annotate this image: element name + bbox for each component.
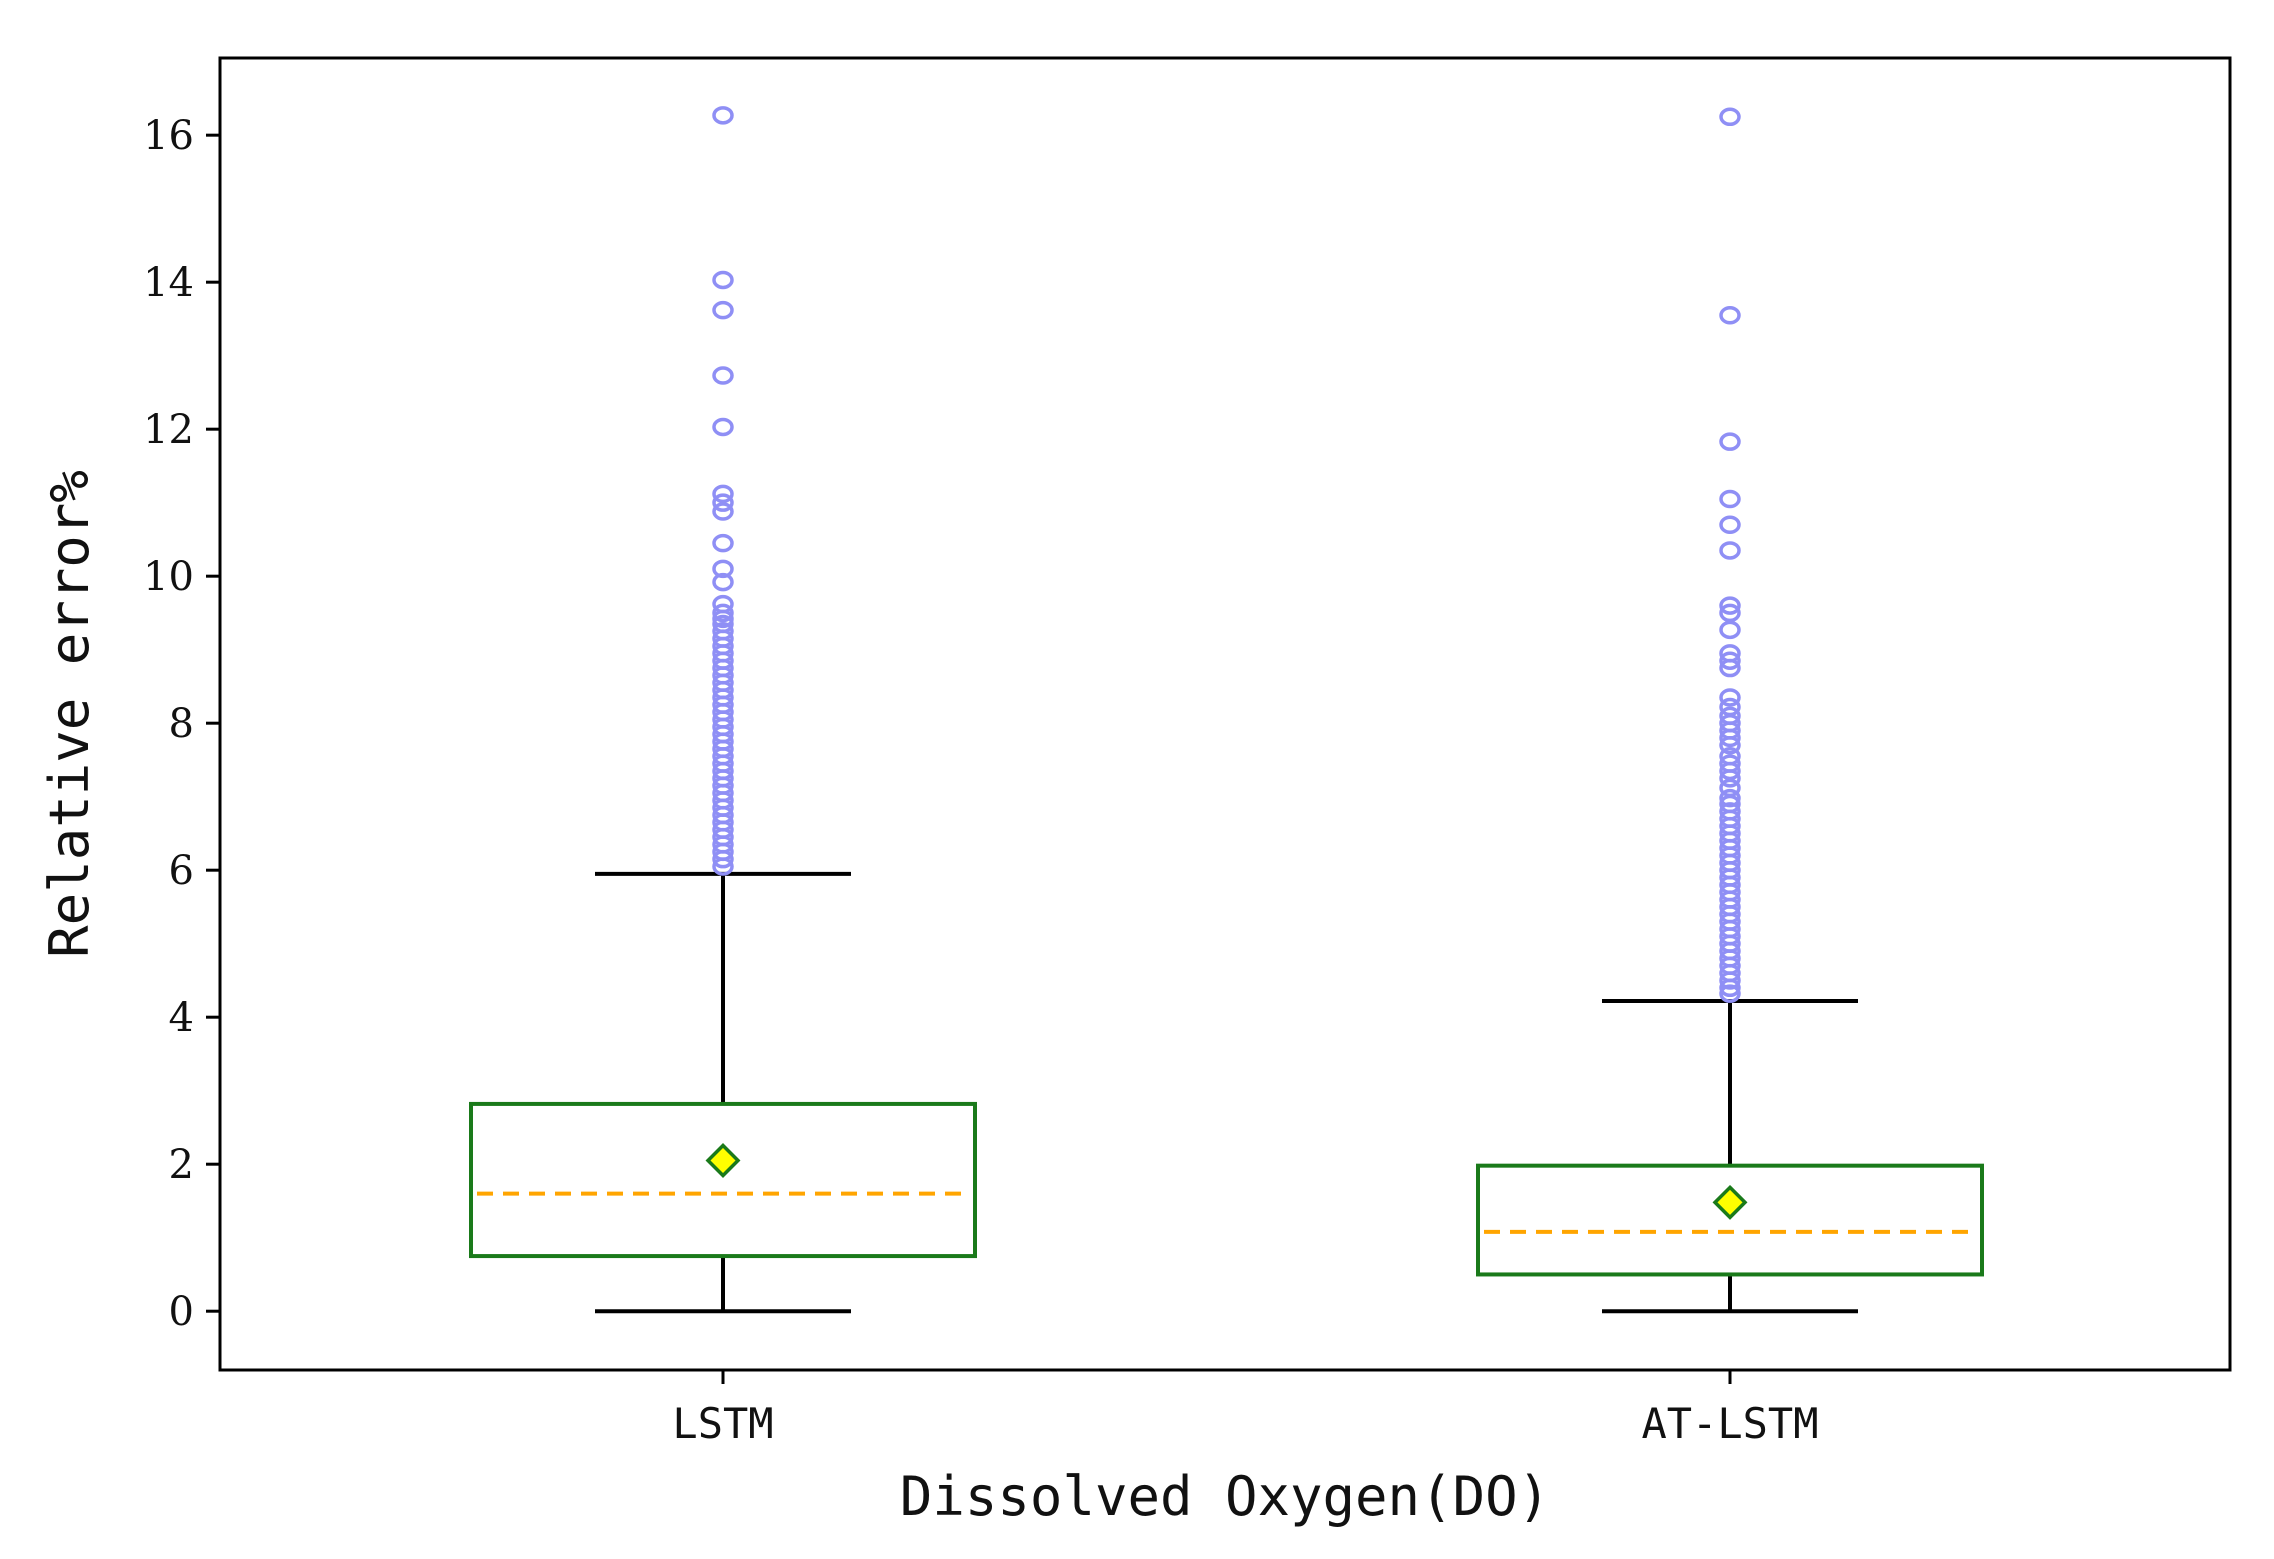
outlier-point [1719,306,1741,325]
y-axis-title: Relative error% [38,470,101,958]
x-tick-label: LSTM [672,1399,773,1448]
outlier-point [1719,971,1741,990]
outlier-point [1719,978,1741,998]
outlier-point [712,572,734,592]
outlier-point [1719,761,1741,781]
outlier-point [712,300,734,320]
outlier-point [712,857,734,876]
outlier-point [712,559,734,579]
box-iqr [469,1101,977,1259]
y-tick-label: 4 [169,995,194,1041]
y-tick-label: 2 [169,1142,194,1188]
y-tick-label: 14 [143,260,194,306]
y-tick-label: 16 [143,113,194,159]
outlier-point [712,270,734,290]
outlier-point [1719,769,1741,788]
y-tick-label: 12 [143,407,194,453]
outlier-point [1719,788,1741,808]
y-tick-label: 8 [169,701,194,747]
outlier-point [1719,432,1741,451]
mean-marker [705,1143,741,1178]
outlier-point [712,533,734,553]
outlier-point [1719,728,1741,748]
outlier-point [712,417,734,437]
outlier-point [1719,107,1741,127]
outlier-point [1719,651,1741,670]
y-tick-label: 0 [169,1289,194,1335]
outlier-point [712,609,734,629]
mean-marker [1712,1184,1748,1220]
outlier-point [1719,541,1741,560]
outlier-point [1719,735,1741,755]
outlier-point [712,849,734,869]
y-tick-label: 10 [143,554,194,600]
outlier-point [1719,984,1741,1003]
outlier-point [712,484,734,504]
outlier-point [712,502,734,521]
x-axis-title: Dissolved Oxygen(DO) [900,1465,1550,1528]
outlier-point [1719,489,1741,509]
outlier-point [712,366,734,385]
outlier-point [712,493,734,512]
outlier-point [1719,688,1741,707]
plot-frame [218,56,2232,1372]
x-tick-label: AT-LSTM [1641,1399,1818,1448]
outlier-point [1719,603,1741,623]
outlier-point [1719,658,1741,678]
outlier-point [712,603,734,623]
outlier-point [1719,515,1741,534]
y-tick-label: 6 [169,848,194,894]
outlier-point [712,106,734,125]
outlier-point [1719,596,1741,615]
outlier-point [1719,620,1741,640]
box-iqr [1476,1163,1984,1277]
